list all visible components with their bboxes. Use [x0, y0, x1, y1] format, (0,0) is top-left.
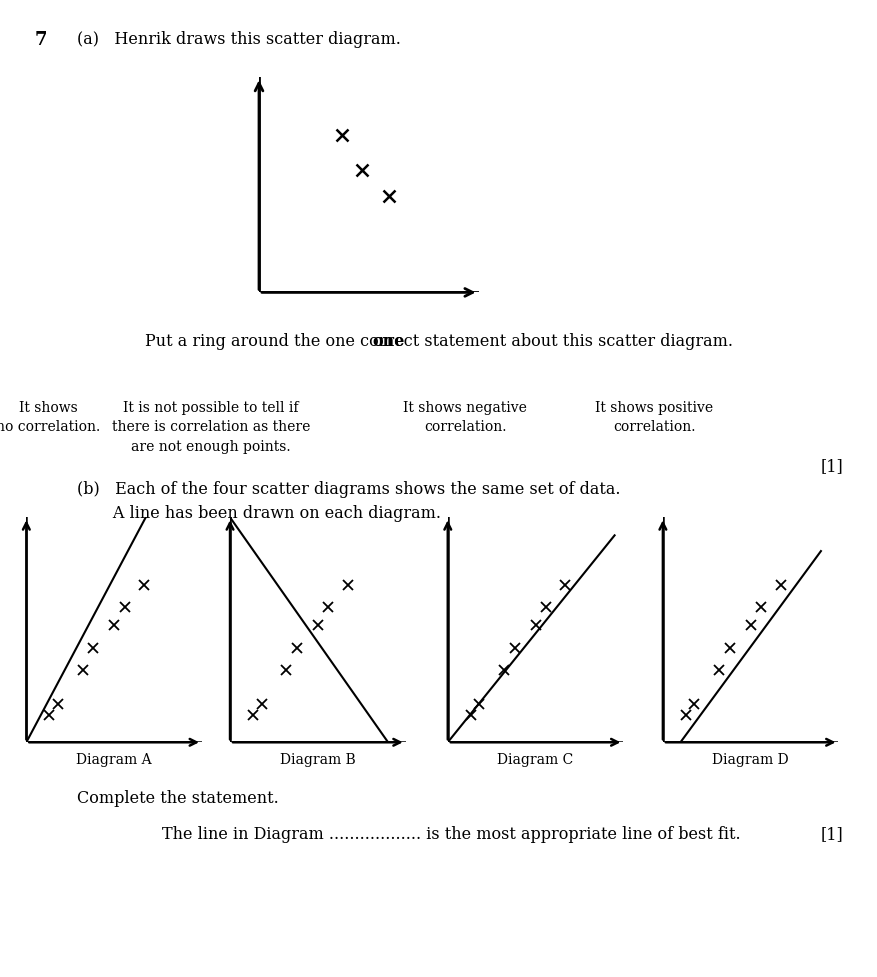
Text: 7: 7: [35, 31, 47, 49]
Text: (a)   Henrik draws this scatter diagram.: (a) Henrik draws this scatter diagram.: [77, 31, 401, 48]
Text: Put a ring around the one correct statement about this scatter diagram.: Put a ring around the one correct statem…: [145, 333, 732, 350]
Text: Diagram B: Diagram B: [280, 752, 355, 766]
Text: It is not possible to tell if
there is correlation as there
are not enough point: It is not possible to tell if there is c…: [111, 401, 310, 453]
Text: Diagram D: Diagram D: [711, 752, 788, 766]
Text: [1]: [1]: [820, 826, 843, 842]
Text: [1]: [1]: [820, 457, 843, 474]
Text: Diagram A: Diagram A: [76, 752, 152, 766]
Text: The line in Diagram .................. is the most appropriate line of best fit.: The line in Diagram .................. i…: [162, 826, 740, 842]
Text: A line has been drawn on each diagram.: A line has been drawn on each diagram.: [77, 504, 441, 521]
Text: It shows positive
correlation.: It shows positive correlation.: [595, 401, 712, 434]
Text: It shows
no correlation.: It shows no correlation.: [0, 401, 100, 434]
Text: (b)   Each of the four scatter diagrams shows the same set of data.: (b) Each of the four scatter diagrams sh…: [77, 481, 620, 497]
Text: one: one: [372, 333, 404, 350]
Text: Complete the statement.: Complete the statement.: [77, 789, 279, 806]
Text: Diagram C: Diagram C: [497, 752, 573, 766]
Text: It shows negative
correlation.: It shows negative correlation.: [403, 401, 527, 434]
